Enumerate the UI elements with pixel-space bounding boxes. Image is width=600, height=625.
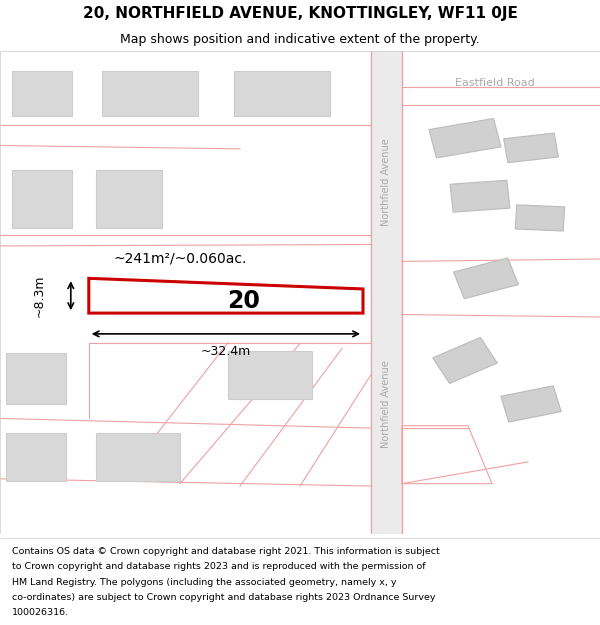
- Bar: [371, 51, 402, 534]
- Text: Contains OS data © Crown copyright and database right 2021. This information is : Contains OS data © Crown copyright and d…: [12, 547, 440, 556]
- Polygon shape: [6, 433, 66, 481]
- Text: 100026316.: 100026316.: [12, 608, 69, 617]
- Text: ~32.4m: ~32.4m: [201, 345, 251, 358]
- Polygon shape: [12, 169, 72, 228]
- Text: ~8.3m: ~8.3m: [33, 274, 46, 317]
- Polygon shape: [89, 278, 363, 313]
- Polygon shape: [96, 433, 180, 481]
- Polygon shape: [234, 71, 330, 116]
- Polygon shape: [12, 71, 72, 116]
- Polygon shape: [450, 180, 510, 212]
- Text: 20, NORTHFIELD AVENUE, KNOTTINGLEY, WF11 0JE: 20, NORTHFIELD AVENUE, KNOTTINGLEY, WF11…: [83, 6, 517, 21]
- Polygon shape: [102, 71, 198, 116]
- Polygon shape: [454, 258, 518, 299]
- Text: Northfield Avenue: Northfield Avenue: [382, 360, 391, 448]
- Polygon shape: [429, 119, 501, 158]
- Polygon shape: [96, 169, 162, 228]
- Text: co-ordinates) are subject to Crown copyright and database rights 2023 Ordnance S: co-ordinates) are subject to Crown copyr…: [12, 592, 436, 602]
- Polygon shape: [503, 133, 559, 162]
- Polygon shape: [6, 353, 66, 404]
- Text: Northfield Avenue: Northfield Avenue: [382, 138, 391, 226]
- Polygon shape: [501, 386, 561, 422]
- Text: ~241m²/~0.060ac.: ~241m²/~0.060ac.: [113, 252, 247, 266]
- Text: to Crown copyright and database rights 2023 and is reproduced with the permissio: to Crown copyright and database rights 2…: [12, 562, 425, 571]
- Polygon shape: [515, 205, 565, 231]
- Text: HM Land Registry. The polygons (including the associated geometry, namely x, y: HM Land Registry. The polygons (includin…: [12, 578, 397, 586]
- Text: Map shows position and indicative extent of the property.: Map shows position and indicative extent…: [120, 34, 480, 46]
- Polygon shape: [228, 351, 312, 399]
- Polygon shape: [433, 338, 497, 384]
- Text: 20: 20: [227, 289, 260, 313]
- Text: Eastfield Road: Eastfield Road: [455, 78, 535, 88]
